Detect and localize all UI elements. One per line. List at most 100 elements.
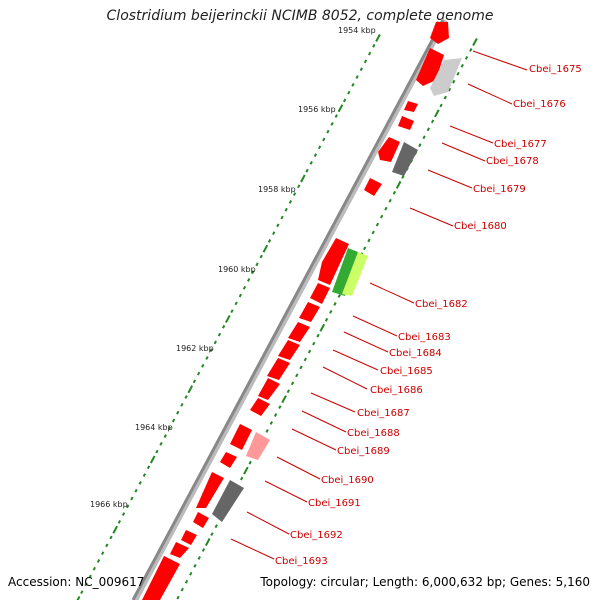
tick-mark	[330, 121, 334, 126]
kbp-ruler: 1954 kbp 1956 kbp 1958 kbp 1960 kbp 1962…	[90, 26, 376, 509]
gene-label[interactable]: Cbei_1691	[308, 498, 361, 509]
tick-mark	[309, 160, 313, 165]
tick-mark	[329, 309, 333, 314]
gene-feature[interactable]	[398, 116, 414, 130]
gene-feature[interactable]	[267, 358, 290, 380]
tick-mark	[121, 512, 126, 516]
gene-feature[interactable]	[258, 378, 280, 400]
tick-mark	[337, 294, 341, 298]
dark-feature[interactable]	[392, 142, 418, 176]
tick-mark	[171, 418, 176, 423]
gene-label[interactable]: Cbei_1689	[337, 446, 390, 457]
tick-mark	[375, 222, 380, 227]
tick-mark	[130, 496, 134, 501]
tick-mark	[76, 595, 81, 600]
gene-label[interactable]: Cbei_1688	[347, 428, 400, 439]
gene-label[interactable]: Cbei_1693	[275, 556, 328, 567]
tick-mark	[242, 285, 247, 290]
tick-mark	[117, 520, 121, 524]
gene-label[interactable]: Cbei_1685	[380, 366, 433, 377]
tick-mark	[214, 524, 218, 529]
gene-feature[interactable]	[404, 101, 418, 112]
hypothetical-feature[interactable]	[430, 58, 462, 96]
tick-mark	[193, 563, 197, 568]
tick-mark	[189, 571, 193, 576]
gene-label[interactable]: Cbei_1687	[357, 408, 410, 419]
dark-feature-2[interactable]	[212, 480, 244, 522]
tick-mark	[126, 504, 130, 509]
tick-mark	[197, 556, 201, 560]
tick-mark	[281, 395, 287, 404]
outer-tick-track	[76, 34, 381, 600]
gene-label[interactable]: Cbei_1678	[486, 156, 539, 167]
backbone	[131, 19, 445, 600]
gene-label[interactable]: Cbei_1680	[454, 221, 507, 232]
gene-feature[interactable]	[230, 424, 252, 450]
tick-mark	[317, 145, 322, 150]
tick-mark	[273, 413, 278, 417]
gene-feature[interactable]	[193, 512, 209, 528]
tick-mark	[248, 460, 252, 465]
gene-feature[interactable]	[378, 137, 400, 162]
tick-mark	[259, 254, 263, 259]
tick-mark	[225, 314, 231, 323]
gene-feature[interactable]	[288, 322, 310, 342]
tick-mark	[146, 465, 151, 470]
tick-mark	[363, 59, 368, 64]
gene-label[interactable]: Cbei_1684	[389, 348, 442, 359]
gene-label[interactable]: Cbei_1679	[473, 184, 526, 195]
gene-label[interactable]: Cbei_1682	[415, 299, 468, 310]
gene-label[interactable]: Cbei_1690	[321, 475, 374, 486]
tick-mark	[418, 143, 422, 148]
tick-mark	[92, 566, 96, 571]
tick-mark	[316, 333, 320, 338]
tick-mark	[176, 410, 180, 415]
tick-mark	[472, 38, 478, 46]
tick-mark	[368, 51, 372, 56]
gene-label[interactable]: Cbei_1683	[398, 332, 451, 343]
gene-feature[interactable]	[220, 452, 237, 468]
tick-mark	[299, 365, 303, 370]
kbp-label-1962: 1962 kbp	[176, 344, 214, 353]
tick-mark	[180, 402, 184, 407]
tick-mark	[452, 79, 456, 84]
gene-feature[interactable]	[299, 302, 320, 322]
gene-label[interactable]: Cbei_1675	[529, 64, 582, 75]
tick-mark	[267, 239, 272, 243]
gene-feature[interactable]	[278, 340, 300, 360]
pink-feature[interactable]	[246, 432, 270, 460]
tick-mark	[460, 63, 464, 68]
tick-mark	[363, 246, 367, 251]
tick-mark	[217, 332, 222, 337]
gene-feature[interactable]	[430, 22, 449, 44]
tick-mark	[167, 426, 172, 431]
tick-mark	[105, 543, 109, 548]
gene-label[interactable]: Cbei_1676	[513, 99, 566, 110]
gene-feature[interactable]	[310, 283, 330, 304]
lime-feature[interactable]	[342, 252, 368, 296]
gene-feature[interactable]	[170, 542, 189, 558]
gene-feature[interactable]	[364, 178, 382, 196]
tick-mark	[247, 278, 251, 282]
tick-mark	[180, 587, 184, 592]
gene-feature[interactable]	[181, 530, 197, 545]
gene-feature[interactable]	[142, 556, 180, 600]
gene-label[interactable]: Cbei_1677	[494, 139, 547, 150]
gene-label[interactable]: Cbei_1692	[290, 530, 343, 541]
gene-feature[interactable]	[196, 472, 224, 508]
label-connectors	[230, 50, 528, 560]
tick-mark	[392, 190, 397, 195]
green-feature[interactable]	[332, 248, 358, 296]
tick-mark	[312, 341, 316, 346]
tick-mark	[286, 389, 290, 394]
gene-feature[interactable]	[250, 398, 270, 416]
tick-mark	[342, 98, 347, 103]
gene-label[interactable]: Cbei_1686	[370, 385, 423, 396]
tick-mark	[456, 71, 460, 76]
tick-mark	[278, 405, 282, 410]
gene-feature[interactable]	[318, 238, 349, 285]
tick-mark	[422, 135, 426, 140]
tick-mark	[284, 207, 288, 212]
tick-mark	[401, 175, 405, 179]
tick-mark	[322, 137, 326, 142]
